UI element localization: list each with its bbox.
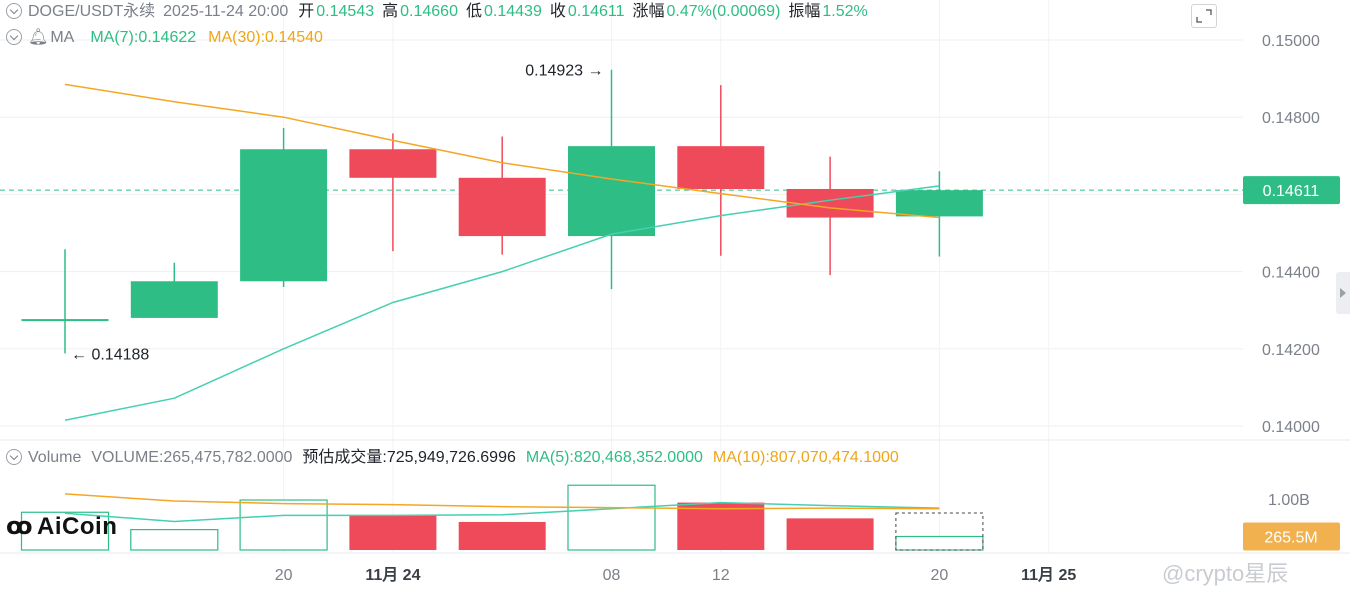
candle-body: [895, 190, 983, 217]
low-value: 0.14439: [484, 3, 542, 20]
volume-bar: [677, 502, 765, 550]
fullscreen-button[interactable]: [1191, 4, 1217, 28]
ma7-value: MA(7):0.14622: [90, 29, 197, 46]
candle-body: [677, 146, 765, 189]
time-tick-label: 20: [275, 567, 293, 584]
amplitude-label: 振幅: [788, 3, 821, 20]
aicoin-logo: ꝏ AiCoin: [6, 512, 117, 541]
ma-label[interactable]: MA: [50, 29, 75, 46]
amplitude-value: 1.52%: [822, 3, 868, 20]
time-tick-label: 08: [603, 567, 621, 584]
ohlc-header: DOGE/USDT永续 2025-11-24 20:00 开 0.14543 高 0.14…: [6, 2, 874, 22]
bell-icon[interactable]: 🔔︎: [28, 29, 49, 46]
low-label: 低: [465, 3, 482, 20]
volume-current-tag-label: 265.5M: [1264, 529, 1317, 546]
ma7-line: [64, 185, 940, 421]
volume-bar: [786, 518, 874, 550]
price-tick-label: 0.14800: [1262, 110, 1320, 127]
last-price-tag-label: 0.14611: [1263, 183, 1320, 200]
volume-bar: [20, 511, 110, 551]
candle-body: [786, 188, 874, 218]
vol-ma10-line: [64, 493, 940, 510]
datetime-label: 2025-11-24 20:00: [163, 3, 289, 20]
volume-value: VOLUME:265,475,782.0000: [91, 449, 293, 466]
volume-estimate: 预估成交量:725,949,726.6996: [302, 449, 516, 466]
collapse-chevron-icon[interactable]: [6, 3, 22, 19]
candle-body: [349, 149, 437, 178]
ma-header: 🔔︎ MA MA(7):0.14622 MA(30):0.14540: [6, 28, 329, 48]
volume-bar: [895, 535, 984, 551]
volume-current-tag: [1243, 522, 1340, 551]
symbol-label: DOGE/USDT永续: [28, 3, 156, 20]
change-label: 涨幅: [632, 3, 665, 20]
last-price-tag: [1243, 176, 1340, 205]
volume-bar: [239, 499, 328, 551]
collapse-chevron-icon[interactable]: [6, 29, 22, 45]
open-value: 0.14543: [316, 3, 375, 20]
price-tick-label: 0.14400: [1262, 265, 1320, 282]
volume-estimate-bar: [895, 512, 984, 551]
watermark: @crypto星辰: [1162, 561, 1289, 586]
side-panel-toggle[interactable]: [1336, 272, 1350, 314]
price-tick-label: 0.14200: [1262, 342, 1320, 359]
candle-body: [130, 281, 218, 318]
volume-bar: [458, 521, 546, 550]
vol-ma5-line: [64, 501, 940, 523]
volume-bar: [349, 515, 437, 550]
time-tick-label: 11月 25: [1021, 566, 1076, 584]
candle-body: [240, 149, 328, 282]
volume-tick-label: 1.00B: [1268, 492, 1310, 509]
ma30-value: MA(30):0.14540: [208, 29, 323, 46]
logo-text: AiCoin: [37, 513, 118, 540]
time-tick-label: 12: [712, 567, 730, 584]
candle-body: [568, 146, 655, 237]
volume-header: Volume VOLUME:265,475,782.0000 预估成交量:725,9…: [6, 448, 905, 468]
ma30-line: [64, 83, 940, 219]
collapse-chevron-icon[interactable]: [6, 449, 22, 465]
close-label: 收: [549, 3, 566, 20]
time-tick-label: 11月 24: [365, 566, 420, 584]
candle-body: [458, 177, 546, 237]
candle-body: [21, 319, 109, 322]
time-tick-label: 20: [931, 567, 949, 584]
price-tick-label: 0.15000: [1262, 33, 1320, 50]
close-value: 0.14611: [567, 3, 625, 20]
price-tick-label: 0.14000: [1262, 419, 1320, 436]
high-value: 0.14660: [400, 3, 458, 20]
change-value: 0.47%(0.00069): [666, 3, 781, 20]
vol-ma10-value: MA(10):807,070,474.1000: [712, 449, 899, 466]
high-label: 高: [382, 3, 399, 20]
aicoin-logo-icon: ꝏ: [6, 513, 34, 540]
open-label: 开: [298, 3, 315, 20]
volume-bar: [567, 484, 656, 551]
expand-icon: [1196, 9, 1212, 23]
volume-bar: [130, 528, 219, 551]
volume-label[interactable]: Volume: [28, 449, 82, 466]
high-price-marker: 0.14923 →: [525, 63, 603, 80]
low-price-marker: ← 0.14188: [71, 346, 149, 363]
vol-ma5-value: MA(5):820,468,352.0000: [525, 449, 703, 466]
